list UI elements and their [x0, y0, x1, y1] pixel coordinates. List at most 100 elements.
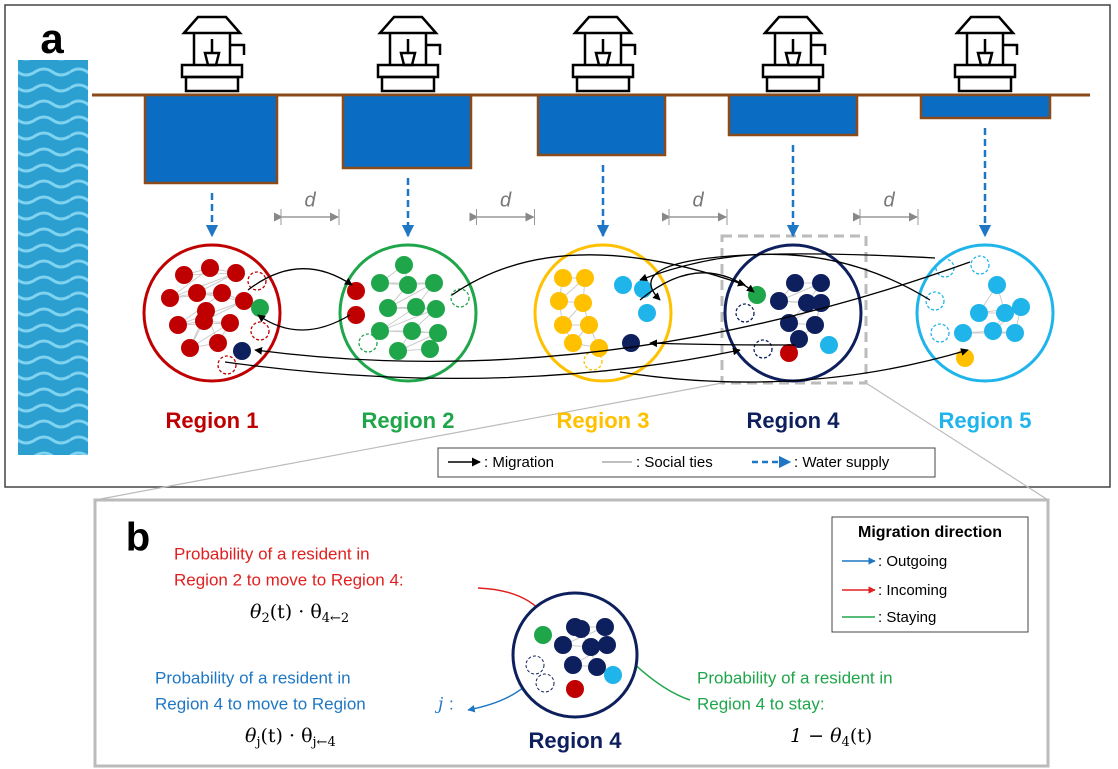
- migration-arrow: [649, 339, 796, 348]
- well-bucket: [203, 39, 246, 67]
- formula-part: (t): [850, 725, 872, 747]
- migrant: [622, 334, 640, 352]
- resident: [407, 298, 425, 316]
- resident: [1012, 298, 1030, 316]
- resident: [161, 289, 179, 307]
- well-roof: [181, 15, 243, 35]
- well-bucket: [594, 39, 637, 67]
- resident: [554, 269, 572, 287]
- resident: [395, 256, 413, 274]
- panel-label: a: [40, 15, 64, 62]
- subscript: j: [254, 735, 260, 750]
- resident: [590, 339, 608, 357]
- panel-a-frame: [4, 4, 1111, 488]
- resident: [580, 316, 598, 334]
- resident: [996, 304, 1014, 322]
- zoom-line: [865, 382, 1049, 501]
- migration-arrow: [650, 253, 936, 301]
- vacated-spot: [525, 655, 545, 675]
- formula: θ2(t) · θ4←2: [250, 601, 349, 626]
- resident: [389, 342, 407, 360]
- social-tie: [169, 272, 237, 299]
- resident: [598, 636, 616, 654]
- resident: [188, 284, 206, 302]
- migrant: [638, 304, 656, 322]
- well-base: [380, 75, 436, 93]
- region-label: Region 1: [166, 408, 259, 433]
- resident: [421, 340, 439, 358]
- resident: [197, 302, 215, 320]
- resident: [227, 264, 245, 282]
- resident: [235, 292, 253, 310]
- water-tank: [536, 93, 667, 157]
- legend-text: : Staying: [878, 609, 936, 626]
- vacated-spot: [735, 303, 755, 323]
- resident: [812, 294, 830, 312]
- well-icon: [180, 15, 246, 93]
- migration-arrow: [254, 261, 971, 363]
- legend-text: : Outgoing: [878, 553, 947, 570]
- well-roof: [377, 15, 439, 35]
- region-label: Region 4: [529, 728, 623, 753]
- well-bucket: [976, 39, 1019, 67]
- resident: [576, 269, 594, 287]
- well-roof: [954, 15, 1016, 35]
- migration-arrow: [451, 254, 746, 296]
- formula-part: θ: [245, 725, 257, 747]
- migrant: [748, 286, 766, 304]
- note-line: :: [449, 694, 454, 713]
- migration-arrow: [619, 348, 969, 383]
- outgoing-note: Probability of a resident in Region 4 to…: [155, 668, 454, 714]
- subscript: 2: [261, 611, 269, 626]
- migration-arrow: [247, 268, 353, 291]
- migrant: [347, 282, 365, 300]
- resident: [1006, 324, 1024, 342]
- resident: [988, 276, 1006, 294]
- well-base: [575, 75, 631, 93]
- migration-arrow: [639, 253, 931, 301]
- water-tank: [143, 93, 279, 185]
- formula-part: (t) · θ: [270, 601, 322, 623]
- migrant: [634, 280, 652, 298]
- well-base: [571, 63, 635, 79]
- resident: [201, 259, 219, 277]
- resident: [213, 284, 231, 302]
- resident: [169, 316, 187, 334]
- well-base: [761, 63, 825, 79]
- resident: [425, 274, 443, 292]
- water-tank: [341, 93, 473, 170]
- migrant: [956, 349, 974, 367]
- resident: [812, 274, 830, 292]
- note-line: Probability of a resident in: [697, 668, 893, 687]
- resident: [403, 322, 421, 340]
- resident: [984, 322, 1002, 340]
- subscript: j←4: [311, 735, 336, 750]
- water-body: [18, 60, 88, 455]
- well-bucket: [784, 39, 827, 67]
- resident: [954, 324, 972, 342]
- migrant: [604, 666, 622, 684]
- staying-note: Probability of a resident in Region 4 to…: [697, 668, 893, 713]
- region-label: Region 5: [939, 408, 1032, 433]
- migrant: [233, 342, 251, 360]
- social-tie: [379, 308, 437, 332]
- migrant: [614, 276, 632, 294]
- region-label: Region 2: [362, 408, 455, 433]
- migrant: [820, 336, 838, 354]
- resident: [209, 334, 227, 352]
- legend-title: Migration direction: [858, 524, 1002, 541]
- legend-text: : Migration: [484, 454, 554, 471]
- subscript: 4: [842, 735, 850, 750]
- resident: [582, 638, 600, 656]
- resident: [770, 292, 788, 310]
- distance-label: d: [500, 189, 512, 211]
- region-label: Region 4: [747, 408, 841, 433]
- legend-text: : Water supply: [794, 454, 890, 471]
- vacated-spot: [970, 255, 990, 275]
- vacated-spot: [925, 291, 945, 311]
- region-circle: [511, 591, 639, 719]
- resident: [181, 339, 199, 357]
- well-base: [953, 63, 1017, 79]
- water-tank: [727, 93, 859, 137]
